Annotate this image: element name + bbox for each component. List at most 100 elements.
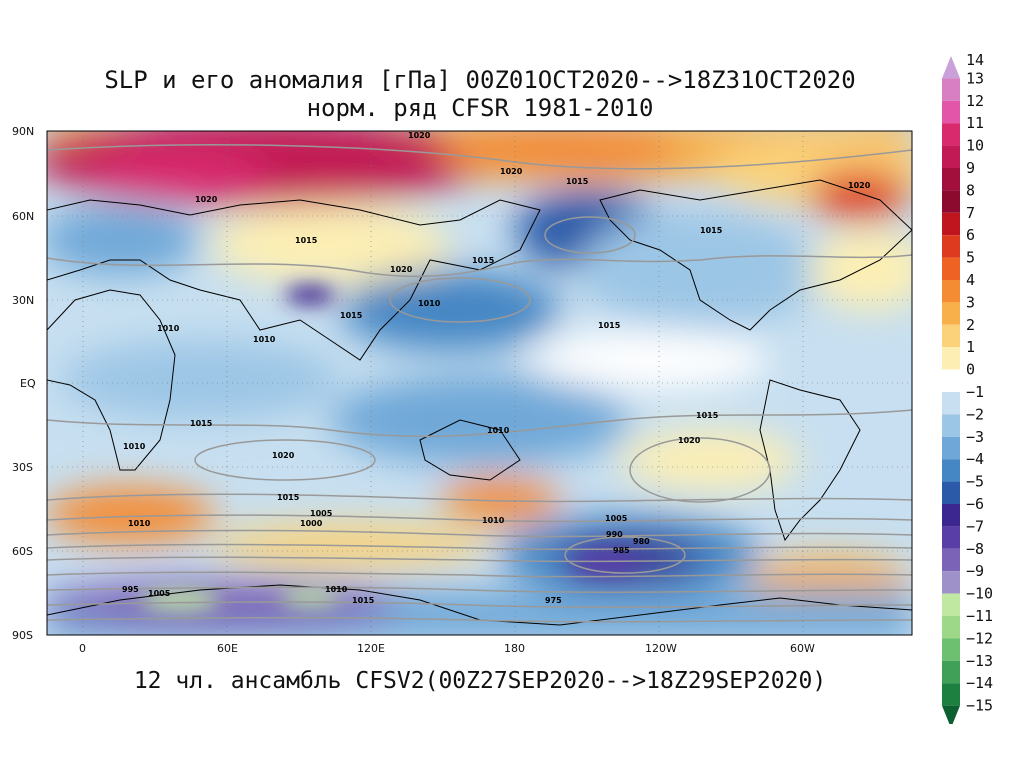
colorbar-level-label: −3 (966, 428, 984, 446)
colorbar-level-label: −8 (966, 540, 984, 558)
isobar-label: 1010 (482, 516, 505, 525)
lat-label: 90S (12, 629, 33, 642)
colorbar-swatch (942, 280, 960, 303)
colorbar-level-label: 11 (966, 114, 984, 132)
colorbar-level-label: 8 (966, 181, 975, 199)
colorbar-swatch (942, 56, 960, 79)
isobar-label: 1015 (340, 311, 363, 320)
colorbar-swatch (942, 302, 960, 325)
lon-label: 120E (357, 642, 385, 655)
colorbar-legend: 14131211109876543210−1−2−3−4−5−6−7−8−9−1… (942, 51, 993, 724)
colorbar-level-label: −2 (966, 405, 984, 423)
isobar-label: 1020 (408, 131, 431, 140)
colorbar-swatch (942, 660, 960, 684)
isobar-label: 975 (545, 596, 562, 605)
isobar-label: 1010 (253, 335, 276, 344)
colorbar-swatch (942, 638, 960, 661)
colorbar-level-label: −15 (966, 697, 993, 715)
colorbar-level-label: −13 (966, 652, 993, 670)
lon-label: 60W (790, 642, 815, 655)
colorbar-level-label: −10 (966, 585, 993, 603)
colorbar-level-label: −9 (966, 562, 984, 580)
colorbar-swatch (942, 212, 960, 236)
isobar-label: 1020 (678, 436, 701, 445)
lat-label: 30S (12, 461, 33, 474)
map-title: SLP и его аномалия [гПа] 00Z01OCT2020-->… (104, 66, 856, 94)
colorbar-level-label: 10 (966, 137, 984, 155)
anomaly-map: 1020 1020 1020 1020 1020 1015 1015 1015 … (12, 125, 913, 655)
isobar-label: 1015 (472, 256, 495, 265)
colorbar-level-label: 13 (966, 69, 984, 87)
lon-label: 120W (645, 642, 677, 655)
ensemble-caption: 12 чл. ансамбль CFSV2(00Z27SEP2020-->18Z… (133, 668, 827, 694)
lat-label: 90N (12, 125, 34, 138)
colorbar-level-label: −1 (966, 383, 984, 401)
isobar-label: 1010 (325, 585, 348, 594)
colorbar-swatch (942, 526, 960, 549)
isobar-label: 1015 (696, 411, 719, 420)
colorbar-swatch (942, 78, 960, 101)
isobar-label: 990 (606, 530, 623, 539)
coastlines (47, 179, 912, 626)
colorbar-level-label: 2 (966, 316, 975, 334)
lon-label: 60E (217, 642, 238, 655)
isobar-label: 1015 (190, 419, 213, 428)
isobar-label: 1010 (418, 299, 441, 308)
isobar-label: 1005 (148, 589, 171, 598)
colorbar-swatch (942, 168, 960, 191)
colorbar-swatch (942, 571, 960, 594)
isobar-label: 980 (633, 537, 650, 546)
isobar-label: 1015 (352, 596, 375, 605)
colorbar-swatch (942, 100, 960, 124)
isobar-label: 1005 (310, 509, 333, 518)
colorbar-level-label: 9 (966, 159, 975, 177)
isobar-label: 1010 (157, 324, 180, 333)
colorbar-level-label: 1 (966, 338, 975, 356)
colorbar-swatch (942, 235, 960, 258)
lon-label: 180 (504, 642, 525, 655)
colorbar-swatch (942, 123, 960, 146)
colorbar-level-label: 7 (966, 204, 975, 222)
colorbar-level-label: 3 (966, 293, 975, 311)
lat-label: EQ (20, 377, 36, 390)
colorbar-level-label: 0 (966, 361, 975, 379)
lat-label: 30N (12, 294, 34, 307)
isobar-label: 985 (613, 546, 630, 555)
colorbar-swatch (942, 190, 960, 213)
colorbar-swatch (942, 436, 960, 460)
isobar-label: 1020 (500, 167, 523, 176)
colorbar-swatch (942, 683, 960, 706)
isobar-label: 1015 (295, 236, 318, 245)
colorbar-level-label: 5 (966, 249, 975, 267)
colorbar-swatch (942, 414, 960, 437)
anomaly-field: 1020 1020 1020 1020 1020 1015 1015 1015 … (47, 131, 912, 635)
colorbar-swatch (942, 504, 960, 527)
map-grid (47, 131, 912, 635)
lat-axis-labels: 90N 60N 30N EQ 30S 60S 90S (12, 125, 36, 642)
colorbar-swatch (942, 705, 960, 724)
colorbar-swatch (942, 347, 960, 370)
isobar-label: 1000 (300, 519, 323, 528)
map-subtitle: норм. ряд CFSR 1981-2010 (306, 94, 654, 122)
colorbar-level-label: 12 (966, 92, 984, 110)
colorbar-level-label: −6 (966, 495, 984, 513)
isobar-label: 1015 (277, 493, 300, 502)
colorbar-level-label: −5 (966, 473, 984, 491)
colorbar-swatch (942, 616, 960, 639)
isobar-label: 1020 (272, 451, 295, 460)
isobar-label: 1010 (123, 442, 146, 451)
isobar-label: 1015 (700, 226, 723, 235)
isobar-label: 1010 (128, 519, 151, 528)
colorbar-level-label: −14 (966, 674, 993, 692)
isobar-label: 995 (122, 585, 139, 594)
colorbar-level-label: −12 (966, 629, 993, 647)
isobar-label: 1015 (566, 177, 589, 186)
colorbar-level-label: −4 (966, 450, 984, 468)
lon-label: 0 (79, 642, 86, 655)
colorbar-swatch (942, 548, 960, 572)
colorbar-level-label: 14 (966, 51, 984, 69)
isobar-label: 1015 (598, 321, 621, 330)
lat-label: 60S (12, 545, 33, 558)
lat-label: 60N (12, 210, 34, 223)
colorbar-swatch (942, 481, 960, 504)
